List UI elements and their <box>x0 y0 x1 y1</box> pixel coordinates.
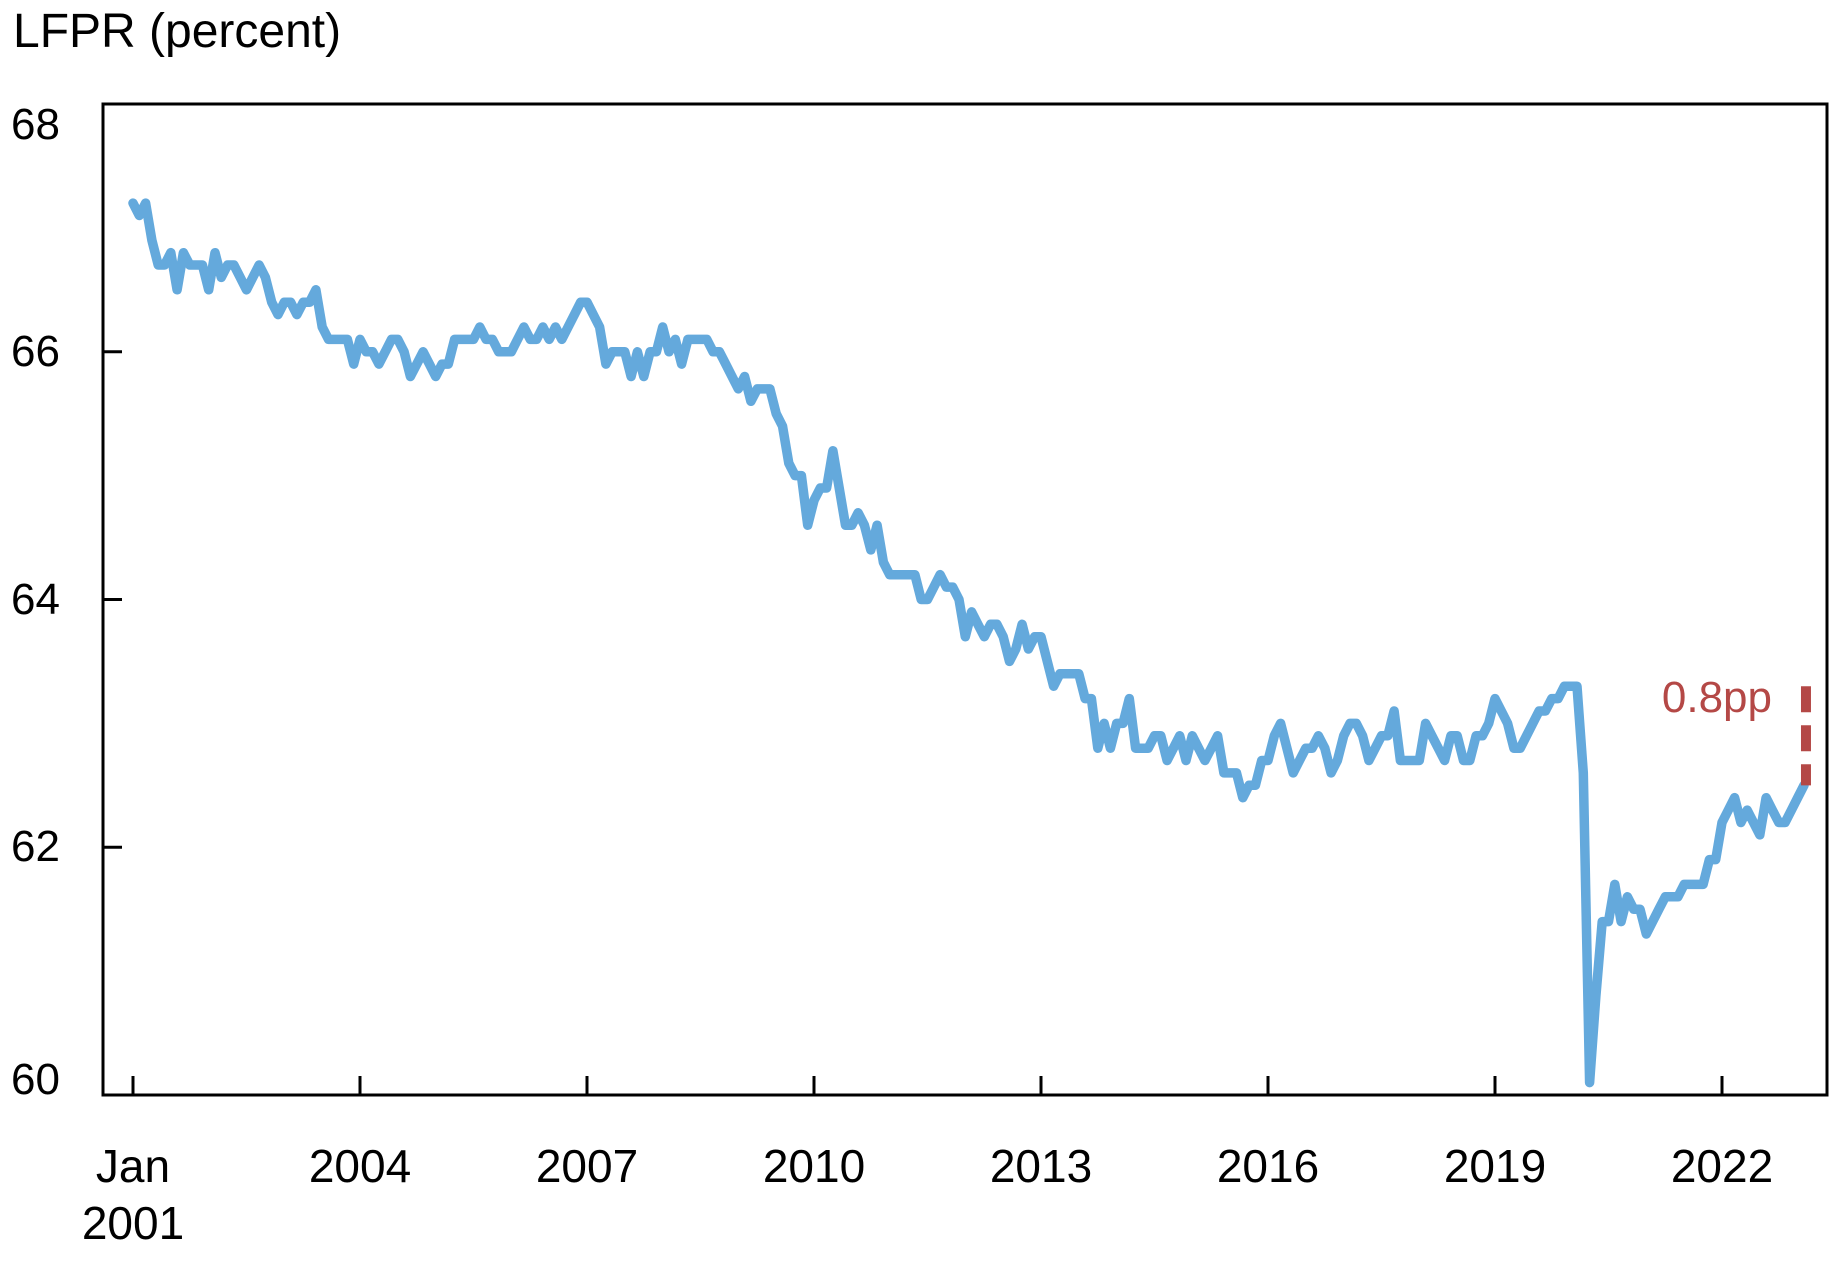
y-axis-label-66: 66 <box>11 326 60 376</box>
x-axis-label-2022: 2022 <box>1670 1140 1774 1192</box>
x-axis-label-2007: 2007 <box>535 1140 639 1192</box>
y-axis-label-64: 64 <box>11 574 60 624</box>
x-axis-label-2001: Jan 2001 <box>23 1138 243 1252</box>
x-axis-label-2010: 2010 <box>762 1140 866 1192</box>
y-axis-label-60: 60 <box>11 1055 60 1104</box>
y-axis-label-62: 62 <box>11 822 60 872</box>
x-axis-ticks <box>131 1076 1724 1094</box>
y-axis-label-68: 68 <box>11 100 60 149</box>
x-axis-label-year: 2001 <box>81 1197 185 1249</box>
lfpr-series-line <box>128 198 1809 1088</box>
y-axis-ticks <box>104 350 122 849</box>
x-axis-label-2016: 2016 <box>1216 1140 1320 1192</box>
x-axis-label-2019: 2019 <box>1443 1140 1547 1192</box>
gap-label: 0.8pp <box>1661 673 1772 722</box>
x-axis-label-2013: 2013 <box>989 1140 1093 1192</box>
plot-frame <box>101 102 1829 1097</box>
x-axis-label-2004: 2004 <box>308 1140 412 1192</box>
chart-title: LFPR (percent) <box>13 5 342 58</box>
